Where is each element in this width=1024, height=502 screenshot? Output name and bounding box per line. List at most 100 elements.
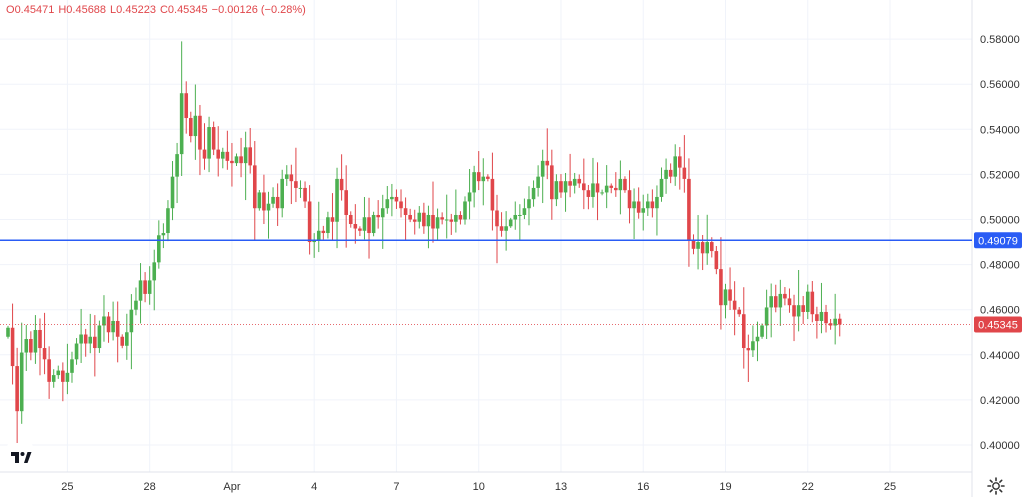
- candle-body: [801, 305, 805, 312]
- candle-body: [559, 181, 563, 193]
- x-tick-label: 25: [61, 481, 73, 493]
- candle-body: [321, 230, 326, 234]
- candle-body: [682, 167, 687, 179]
- candle-body: [189, 118, 193, 137]
- candle-body: [166, 208, 170, 234]
- candle-body: [51, 375, 56, 382]
- candle-body: [330, 217, 335, 222]
- candle-body: [815, 314, 819, 321]
- candle-body: [38, 329, 42, 349]
- candle-body: [175, 154, 179, 177]
- candle-body: [787, 298, 792, 306]
- candle-body: [824, 311, 828, 324]
- candle-body: [157, 235, 161, 263]
- candle-body: [358, 228, 362, 231]
- candle-body: [572, 178, 577, 186]
- candle-body: [490, 178, 495, 211]
- candle-body: [6, 327, 10, 337]
- candle-body: [380, 208, 385, 218]
- candle-body: [691, 239, 696, 249]
- candle-body: [193, 115, 198, 137]
- open-label: O: [6, 4, 15, 16]
- candle-body: [696, 242, 700, 249]
- candle-body: [120, 336, 125, 346]
- candle-body: [764, 307, 769, 326]
- candle-body: [271, 196, 275, 204]
- candle-body: [659, 178, 664, 197]
- close-value: 0.45345: [167, 4, 208, 16]
- candle-body: [202, 149, 207, 159]
- candle-body: [125, 332, 129, 346]
- x-tick-label: 4: [311, 481, 317, 493]
- candle-body: [540, 160, 545, 177]
- candle-body: [641, 208, 646, 213]
- candle-body: [458, 214, 463, 220]
- low-value: 0.45223: [116, 4, 156, 16]
- candle-body: [527, 199, 531, 209]
- y-tick-label: 0.54000: [980, 124, 1020, 136]
- candle-body: [723, 289, 728, 306]
- candle-body: [422, 212, 426, 227]
- candle-body: [102, 316, 106, 326]
- y-tick-label: 0.44000: [980, 350, 1020, 362]
- close-label: C: [159, 4, 168, 16]
- candle-body: [531, 187, 536, 200]
- candle-body: [837, 318, 842, 325]
- candle-body: [508, 219, 513, 227]
- candle-body: [810, 291, 815, 315]
- candle-body: [568, 181, 572, 186]
- candle-body: [115, 320, 120, 337]
- candle-body: [97, 325, 102, 349]
- candle-body: [595, 183, 600, 193]
- candle-body: [362, 217, 367, 231]
- tradingview-logo-icon[interactable]: [6, 443, 34, 471]
- candle-body: [93, 336, 97, 349]
- candle-body: [677, 156, 682, 168]
- gear-icon[interactable]: [986, 476, 1006, 496]
- candle-body: [134, 300, 138, 310]
- candle-body: [481, 176, 486, 182]
- x-tick-label: Apr: [223, 481, 240, 493]
- candle-body: [408, 214, 412, 220]
- candle-body: [289, 174, 294, 182]
- candle-body: [19, 352, 24, 412]
- candle-body: [79, 334, 83, 344]
- candle-body: [499, 226, 504, 231]
- x-tick-label: 10: [473, 481, 485, 493]
- candle-body: [266, 203, 271, 211]
- y-tick-label: 0.40000: [980, 440, 1020, 452]
- y-tick-label: 0.56000: [980, 79, 1020, 91]
- candle-body: [403, 208, 408, 215]
- candle-body: [467, 192, 472, 202]
- candle-body: [773, 296, 778, 308]
- candle-body: [472, 172, 476, 193]
- candle-body: [563, 181, 568, 193]
- y-tick-label: 0.48000: [980, 260, 1020, 272]
- candle-body: [61, 370, 65, 382]
- candle-body: [687, 178, 691, 240]
- high-value: 0.45688: [66, 4, 107, 16]
- y-tick-label: 0.42000: [980, 395, 1020, 407]
- candle-body: [129, 309, 134, 333]
- candle-body: [326, 217, 330, 234]
- candle-body: [161, 233, 166, 236]
- candle-body: [486, 176, 490, 179]
- candle-body: [339, 178, 344, 191]
- candle-body: [522, 208, 527, 215]
- candle-body: [376, 214, 380, 218]
- y-tick-label: 0.50000: [980, 215, 1020, 227]
- candle-body: [655, 196, 659, 209]
- candle-body: [426, 214, 431, 227]
- ohlc-legend: O0.45471 H0.45688 L0.45223 C0.45345 −0.00126…: [6, 4, 306, 16]
- candle-body: [760, 325, 764, 337]
- candle-body: [586, 190, 591, 197]
- candle-body: [252, 165, 257, 209]
- y-tick-label: 0.46000: [980, 305, 1020, 317]
- candle-body: [828, 323, 833, 326]
- candle-body: [417, 212, 422, 222]
- candle-body: [248, 147, 253, 166]
- candle-body: [646, 201, 650, 209]
